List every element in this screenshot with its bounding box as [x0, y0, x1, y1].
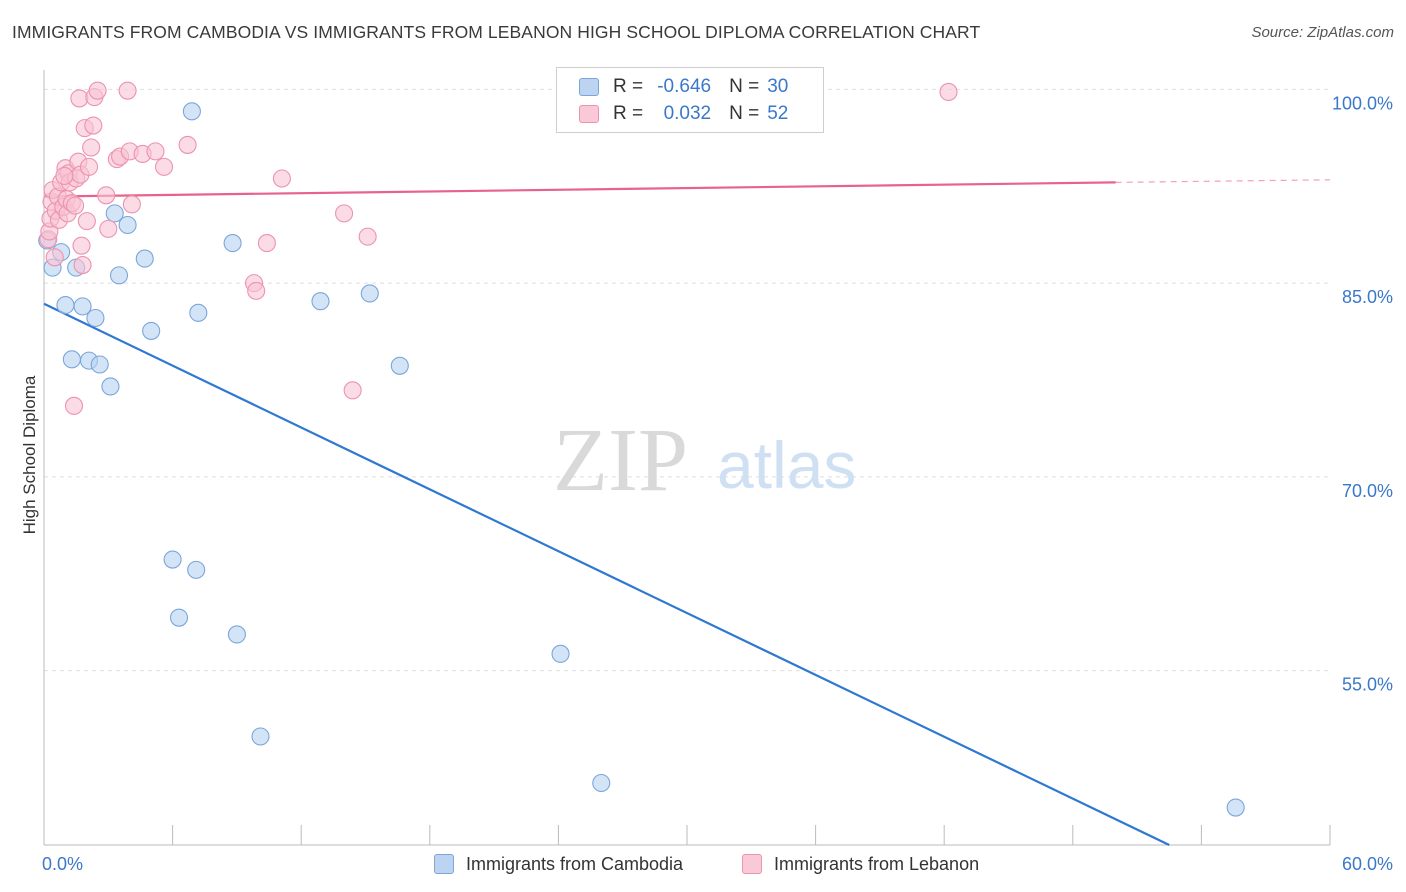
- legend-n-label: N =: [729, 76, 760, 97]
- point-cambodia: [56, 296, 75, 315]
- stats-legend: R = -0.646 N = 30 R = 0.032 N = 52: [556, 67, 824, 133]
- point-lebanon: [77, 212, 96, 231]
- point-lebanon: [99, 219, 118, 238]
- point-cambodia: [62, 350, 81, 369]
- point-lebanon: [72, 236, 91, 255]
- point-cambodia: [189, 303, 208, 322]
- point-cambodia: [101, 377, 120, 396]
- tick-labels: 55.0% 70.0% 85.0% 100.0% 0.0% 60.0%: [42, 93, 1393, 874]
- trend-line-extension-lebanon: [1115, 179, 1331, 183]
- legend-swatch-lebanon: [579, 105, 599, 123]
- point-lebanon: [45, 248, 64, 267]
- point-lebanon: [939, 82, 958, 102]
- legend-r-label: R =: [613, 76, 644, 97]
- y-axis-label: High School Diploma: [20, 375, 39, 534]
- point-cambodia: [360, 284, 379, 303]
- legend-label-lebanon: Immigrants from Lebanon: [774, 853, 980, 874]
- trend-line-lebanon: [43, 181, 1116, 198]
- legend-swatch-cambodia: [579, 78, 599, 96]
- legend-n-label: N =: [729, 103, 760, 124]
- point-cambodia: [105, 204, 124, 223]
- legend-item-cambodia[interactable]: Immigrants from Cambodia: [434, 852, 683, 876]
- point-lebanon: [97, 186, 116, 205]
- point-cambodia: [592, 773, 611, 793]
- point-cambodia: [169, 608, 189, 627]
- point-lebanon: [272, 169, 291, 188]
- legend-swatch-cambodia: [434, 854, 454, 874]
- source-credit: Source: ZipAtlas.com: [1251, 24, 1394, 41]
- point-lebanon: [88, 81, 107, 100]
- legend-item-lebanon[interactable]: Immigrants from Lebanon: [742, 852, 979, 876]
- y-tick-label: 55.0%: [1342, 675, 1393, 695]
- legend-swatch-lebanon: [742, 854, 762, 874]
- grid-lines: [44, 88, 1330, 672]
- y-tick-label: 100.0%: [1332, 93, 1393, 113]
- point-cambodia: [90, 355, 109, 374]
- point-lebanon: [146, 142, 165, 161]
- data-points: [38, 81, 1245, 817]
- point-lebanon: [66, 196, 85, 215]
- point-cambodia: [1226, 798, 1245, 817]
- point-cambodia: [142, 321, 161, 340]
- legend-label-cambodia: Immigrants from Cambodia: [466, 853, 684, 874]
- point-lebanon: [154, 157, 174, 176]
- point-lebanon: [55, 166, 74, 185]
- point-cambodia: [135, 249, 154, 268]
- legend-row-cambodia: R = -0.646 N = 30: [579, 75, 788, 99]
- point-cambodia: [551, 644, 570, 663]
- legend-n-value: 52: [767, 103, 789, 124]
- point-lebanon: [343, 381, 362, 400]
- point-cambodia: [390, 356, 409, 375]
- trend-lines: [43, 179, 1331, 846]
- x-tick-label: 0.0%: [42, 854, 83, 874]
- point-cambodia: [163, 550, 182, 569]
- point-cambodia: [73, 297, 92, 316]
- point-cambodia: [118, 215, 137, 235]
- point-lebanon: [122, 195, 141, 214]
- point-cambodia: [182, 102, 201, 121]
- trend-line-cambodia: [43, 302, 1170, 846]
- watermark-atlas: atlas: [717, 428, 856, 502]
- point-lebanon: [70, 89, 89, 108]
- legend-r-value: 0.032: [663, 103, 712, 124]
- point-lebanon: [358, 227, 377, 246]
- watermark-zip: ZIP: [553, 411, 688, 510]
- chart-title: IMMIGRANTS FROM CAMBODIA VS IMMIGRANTS F…: [12, 22, 981, 42]
- point-lebanon: [64, 396, 84, 415]
- point-lebanon: [178, 135, 197, 154]
- y-tick-label: 85.0%: [1342, 287, 1393, 307]
- point-lebanon: [335, 204, 354, 223]
- legend-r-value: -0.646: [657, 76, 712, 97]
- point-lebanon: [247, 281, 266, 300]
- y-tick-label: 70.0%: [1342, 481, 1393, 501]
- point-cambodia: [227, 625, 246, 644]
- point-lebanon: [118, 81, 137, 100]
- x-tick-label: 60.0%: [1342, 854, 1393, 874]
- point-cambodia: [86, 308, 105, 328]
- point-lebanon: [79, 157, 99, 176]
- legend-row-lebanon: R = 0.032 N = 52: [579, 102, 788, 126]
- point-lebanon: [84, 116, 103, 135]
- point-cambodia: [187, 560, 206, 579]
- point-cambodia: [223, 234, 242, 253]
- point-lebanon: [257, 234, 276, 253]
- point-cambodia: [109, 266, 129, 285]
- legend-n-value: 30: [767, 76, 789, 97]
- point-lebanon: [82, 138, 101, 157]
- point-cambodia: [251, 727, 270, 746]
- point-cambodia: [311, 292, 330, 311]
- point-lebanon: [73, 255, 92, 275]
- legend-r-label: R =: [613, 103, 644, 124]
